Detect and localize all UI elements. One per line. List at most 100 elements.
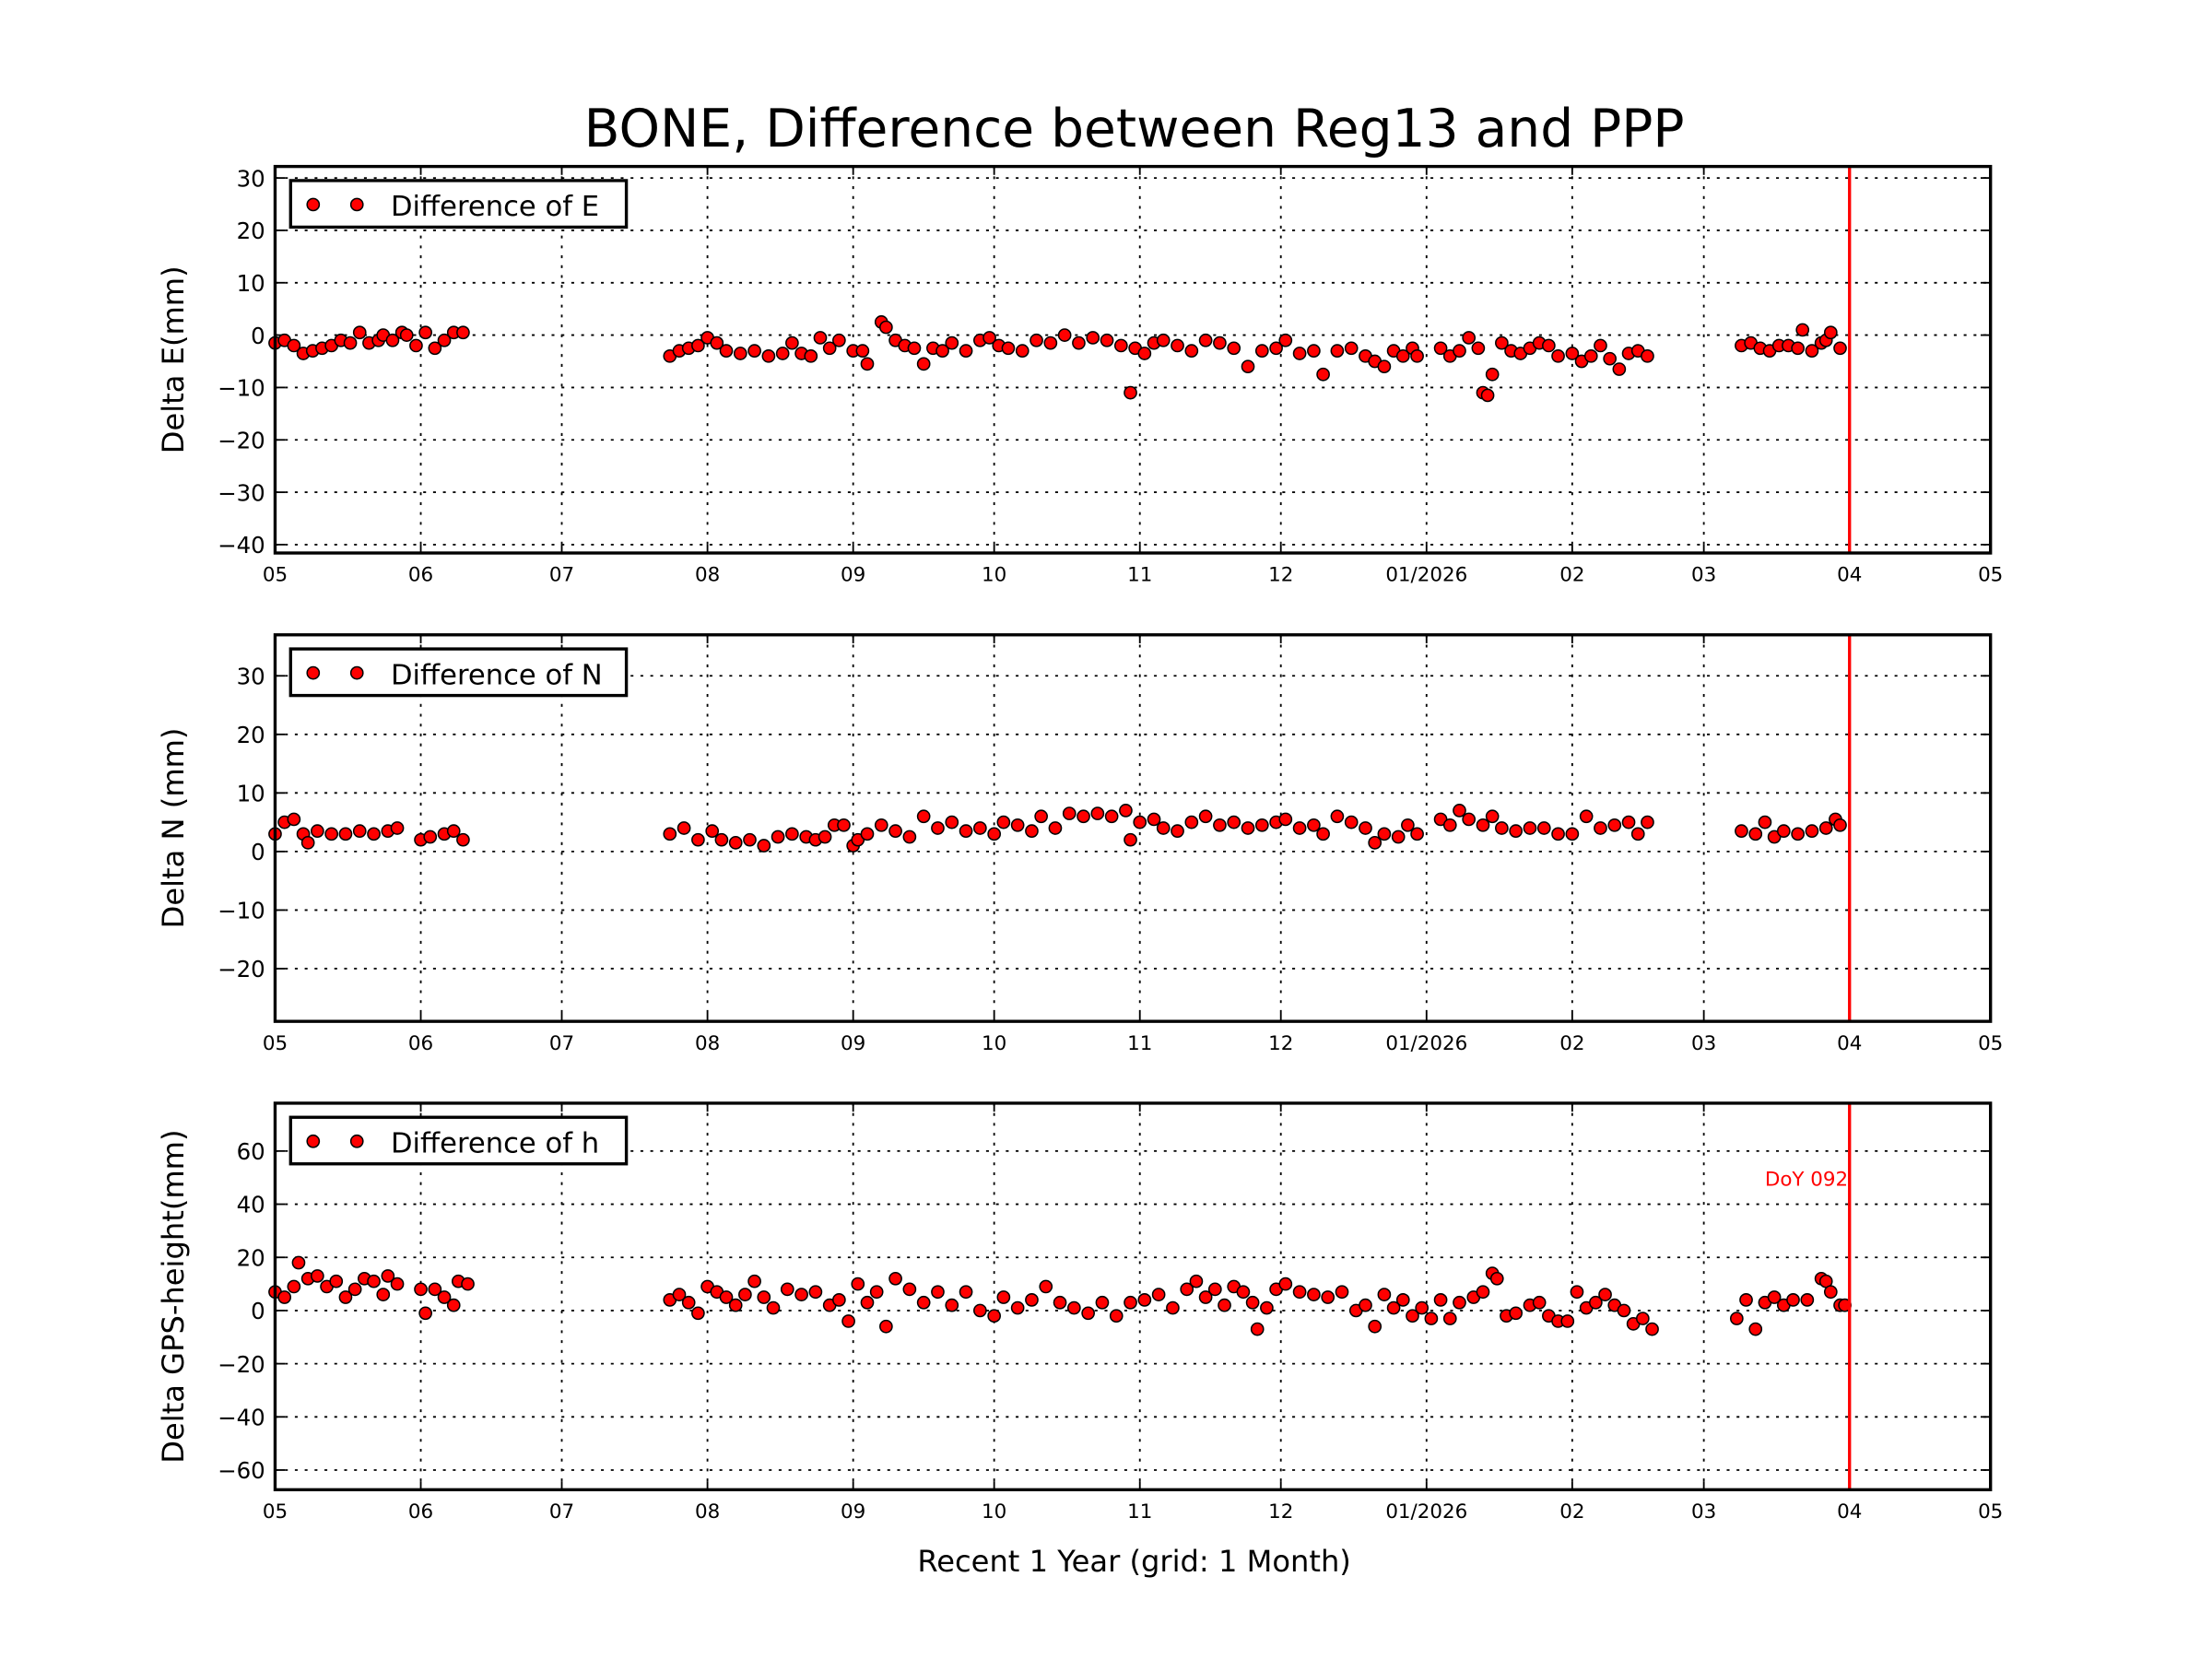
data-point <box>832 1293 846 1307</box>
data-point <box>851 1277 865 1291</box>
data-point <box>1213 335 1227 350</box>
data-point <box>381 1269 395 1283</box>
data-point <box>982 331 996 345</box>
data-point <box>841 1314 855 1328</box>
y-axis-label: Delta GPS-height(mm) <box>156 1130 191 1464</box>
data-point <box>813 331 828 345</box>
data-point <box>1260 1300 1274 1315</box>
data-point <box>1236 1285 1251 1300</box>
data-point <box>888 824 902 838</box>
x-tick-label: 11 <box>1127 564 1152 587</box>
data-point <box>888 1271 902 1286</box>
x-tick-label: 10 <box>982 1500 1006 1524</box>
data-point <box>1433 1293 1448 1307</box>
data-point <box>1307 344 1321 358</box>
data-point <box>1748 827 1763 841</box>
data-point <box>1617 1303 1631 1318</box>
data-point <box>771 830 785 844</box>
x-tick-label: 06 <box>408 1500 433 1524</box>
data-point <box>935 344 949 358</box>
data-point <box>1245 1295 1260 1310</box>
data-point <box>738 1288 752 1301</box>
data-point <box>822 341 837 356</box>
x-tick-label: 04 <box>1837 564 1862 587</box>
data-point <box>931 821 945 835</box>
x-tick-label: 02 <box>1559 1500 1584 1524</box>
data-point <box>902 830 917 844</box>
data-point <box>1636 1312 1650 1325</box>
x-tick-label: 01/2026 <box>1385 1500 1467 1524</box>
data-point <box>1057 328 1072 342</box>
y-tick-label: 40 <box>237 1192 265 1218</box>
data-point <box>1433 341 1448 356</box>
data-point <box>1442 1312 1457 1325</box>
data-point <box>1156 821 1171 835</box>
legend: Difference of E <box>288 179 629 229</box>
y-tick-label: −10 <box>218 375 265 402</box>
data-point <box>367 827 381 841</box>
data-point <box>338 827 353 841</box>
data-point <box>1254 818 1269 832</box>
data-point <box>1344 815 1359 830</box>
data-point <box>1072 335 1086 350</box>
data-point <box>1453 804 1466 818</box>
data-point <box>916 357 931 371</box>
chart-title: BONE, Difference between Reg13 and PPP <box>584 99 1685 159</box>
data-point <box>428 1282 442 1297</box>
data-point <box>1630 827 1645 841</box>
data-point <box>996 1290 1011 1304</box>
data-point <box>1025 1293 1039 1307</box>
data-point <box>1476 1285 1490 1300</box>
data-point <box>1137 347 1152 360</box>
data-point <box>1565 347 1580 360</box>
data-point <box>1184 344 1199 358</box>
x-tick-label: 02 <box>1559 564 1584 587</box>
data-point <box>672 1288 687 1301</box>
data-point <box>1359 1298 1372 1312</box>
data-point <box>1442 818 1457 832</box>
data-point <box>1156 333 1171 347</box>
y-tick-label: −30 <box>218 479 265 506</box>
y-axis-label: Delta N (mm) <box>156 728 191 929</box>
data-point <box>367 1274 381 1288</box>
data-point <box>1081 1306 1095 1321</box>
x-tick-label: 12 <box>1268 564 1293 587</box>
data-point <box>1077 809 1090 824</box>
data-point <box>996 815 1011 830</box>
data-point <box>1316 827 1330 841</box>
data-point <box>1104 809 1119 824</box>
data-point <box>973 821 987 835</box>
x-tick-label: 06 <box>408 1032 433 1055</box>
y-tick-label: −40 <box>218 1404 265 1430</box>
data-point <box>794 1288 808 1301</box>
data-point <box>1823 325 1838 340</box>
legend-marker <box>306 1134 321 1148</box>
data-point <box>1368 1319 1382 1334</box>
x-tick-label: 01/2026 <box>1385 1032 1467 1055</box>
data-point <box>1523 821 1537 835</box>
y-tick-label: −60 <box>218 1457 265 1484</box>
data-point <box>1410 827 1424 841</box>
data-point <box>1607 818 1622 832</box>
legend: Difference of h <box>288 1115 629 1166</box>
data-point <box>1171 338 1184 353</box>
data-point <box>1406 1309 1419 1324</box>
data-point <box>1495 335 1509 350</box>
data-point <box>733 347 747 360</box>
data-point <box>1043 335 1058 350</box>
data-point <box>959 344 973 358</box>
data-point <box>987 827 1002 841</box>
data-point <box>1485 367 1500 382</box>
data-point <box>352 325 367 340</box>
data-point <box>874 818 888 832</box>
data-point <box>1368 836 1382 850</box>
data-point <box>945 1298 959 1312</box>
data-point <box>399 328 414 342</box>
data-point <box>446 824 461 838</box>
x-tick-label: 12 <box>1268 1500 1293 1524</box>
x-tick-label: 05 <box>263 1032 288 1055</box>
x-tick-label: 01/2026 <box>1385 564 1467 587</box>
axes-frame <box>273 1101 1993 1492</box>
data-point <box>338 1290 353 1304</box>
legend-box <box>288 647 629 698</box>
